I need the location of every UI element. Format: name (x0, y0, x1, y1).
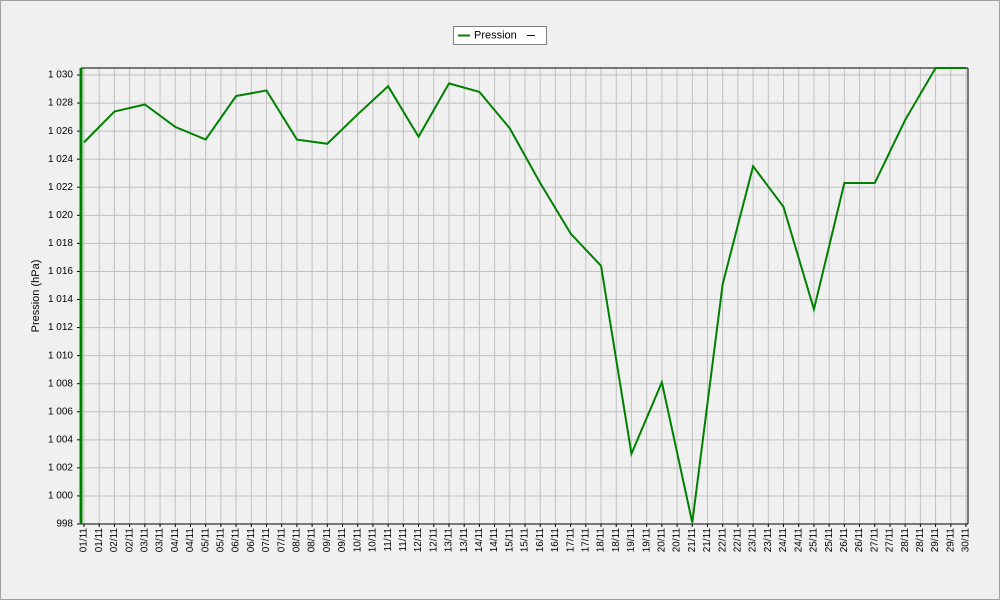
x-tick-label: 15/11 (520, 528, 531, 553)
x-tick-label: 21/11 (702, 528, 713, 553)
y-tick-label: 1 000 (48, 491, 73, 502)
x-tick-label: 05/11 (216, 528, 227, 553)
y-tick-label: 998 (56, 519, 73, 530)
x-tick-label: 08/11 (307, 528, 318, 553)
x-tick-label: 26/11 (854, 528, 865, 553)
x-tick-label: 03/11 (155, 528, 166, 553)
y-tick-label: 1 030 (48, 70, 73, 81)
x-tick-label: 03/11 (139, 528, 150, 553)
x-tick-label: 04/11 (170, 528, 181, 553)
x-tick-label: 06/11 (231, 528, 242, 553)
x-tick-label: 18/11 (596, 528, 607, 553)
x-tick-label: 04/11 (185, 528, 196, 553)
legend-box (453, 26, 547, 45)
x-tick-label: 02/11 (124, 528, 135, 553)
y-tick-label: 1 024 (48, 154, 73, 165)
x-tick-label: 15/11 (504, 528, 515, 553)
legend: Pression (453, 26, 547, 45)
x-tick-label: 12/11 (413, 528, 424, 553)
x-tick-label: 08/11 (292, 528, 303, 553)
series-line (83, 67, 966, 523)
x-tick-label: 20/11 (672, 528, 683, 553)
y-tick-label: 1 004 (48, 434, 73, 445)
x-tick-label: 22/11 (717, 528, 728, 553)
x-tick-label: 29/11 (945, 528, 956, 553)
y-tick-label: 1 016 (48, 266, 73, 277)
x-tick-label: 19/11 (641, 528, 652, 553)
x-tick-label: 05/11 (200, 528, 211, 553)
x-tick-label: 20/11 (657, 528, 668, 553)
x-tick-label: 13/11 (459, 528, 470, 553)
y-tick-label: 1 012 (48, 322, 73, 333)
x-tick-label: 23/11 (748, 528, 759, 553)
x-tick-label: 10/11 (368, 528, 379, 553)
x-tick-label: 24/11 (778, 528, 789, 553)
y-tick-label: 1 014 (48, 294, 73, 305)
x-tick-label: 28/11 (915, 528, 926, 553)
y-tick-label: 1 010 (48, 350, 73, 361)
x-tick-label: 11/11 (398, 528, 409, 552)
y-tick-label: 1 006 (48, 406, 73, 417)
x-tick-label: 29/11 (930, 528, 941, 553)
x-tick-label: 06/11 (246, 528, 257, 553)
x-tick-label: 16/11 (550, 528, 561, 553)
x-tick-label: 11/11 (383, 528, 394, 552)
x-tick-label: 02/11 (109, 528, 120, 553)
x-tick-label: 24/11 (793, 528, 804, 553)
x-tick-label: 07/11 (261, 528, 272, 553)
y-tick-label: 1 008 (48, 378, 73, 389)
x-tick-label: 09/11 (337, 528, 348, 553)
y-tick-label: 1 018 (48, 238, 73, 249)
legend-label: Pression (474, 29, 517, 41)
x-tick-label: 09/11 (322, 528, 333, 553)
x-tick-label: 26/11 (839, 528, 850, 553)
x-tick-label: 01/11 (94, 528, 105, 553)
x-tick-label: 14/11 (489, 528, 500, 553)
x-tick-label: 25/11 (809, 528, 820, 553)
x-tick-label: 21/11 (687, 528, 698, 553)
x-tick-label: 23/11 (763, 528, 774, 553)
x-tick-label: 25/11 (824, 528, 835, 553)
x-tick-label: 19/11 (626, 528, 637, 553)
x-tick-label: 14/11 (474, 528, 485, 553)
x-tick-label: 12/11 (428, 528, 439, 553)
y-tick-label: 1 026 (48, 126, 73, 137)
x-tick-label: 27/11 (869, 528, 880, 553)
x-tick-label: 13/11 (444, 528, 455, 553)
x-tick-label: 16/11 (535, 528, 546, 553)
x-tick-label: 30/11 (961, 528, 972, 553)
x-tick-label: 17/11 (580, 528, 591, 553)
y-tick-label: 1 022 (48, 182, 73, 193)
y-tick-label: 1 028 (48, 98, 73, 109)
x-tick-label: 01/11 (79, 528, 90, 553)
y-tick-label: 1 020 (48, 210, 73, 221)
x-tick-label: 17/11 (565, 528, 576, 553)
x-tick-label: 28/11 (900, 528, 911, 553)
y-tick-label: 1 002 (48, 463, 73, 474)
x-tick-label: 18/11 (611, 528, 622, 553)
x-tick-label: 27/11 (885, 528, 896, 553)
x-tick-label: 10/11 (352, 528, 363, 553)
x-tick-label: 07/11 (276, 528, 287, 553)
x-tick-label: 22/11 (733, 528, 744, 553)
y-axis-title: Pression (hPa) (30, 260, 42, 333)
